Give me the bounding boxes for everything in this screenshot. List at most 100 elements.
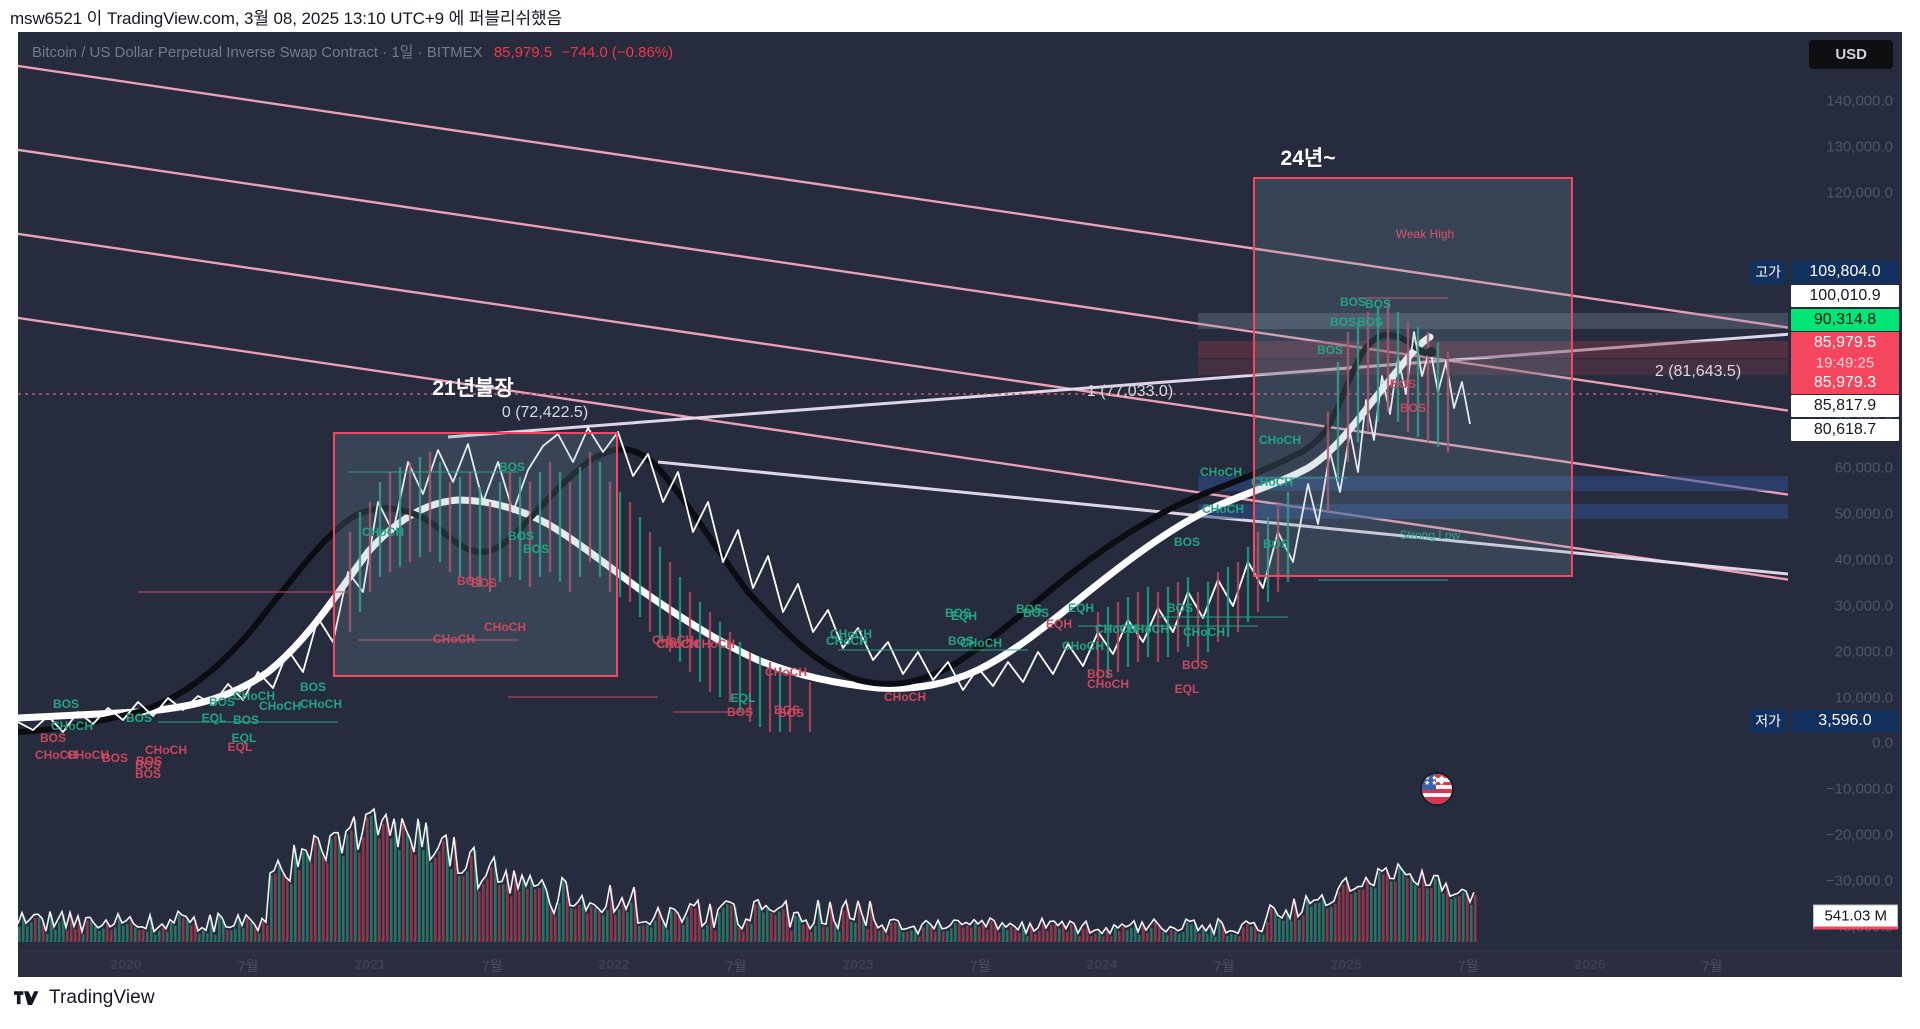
- volume-bar: [930, 927, 933, 942]
- volume-bar: [682, 925, 685, 942]
- volume-bar: [106, 923, 109, 942]
- volume-bar: [986, 930, 989, 942]
- volume-bar: [1322, 898, 1325, 942]
- volume-bar: [414, 855, 417, 942]
- price-tick: 10,000.0: [1835, 689, 1893, 706]
- volume-bar: [286, 880, 289, 942]
- volume-bar: [462, 876, 465, 942]
- volume-bar: [154, 935, 157, 942]
- volume-bar: [1438, 879, 1441, 942]
- volume-bar: [382, 824, 385, 942]
- volume-bar: [1046, 931, 1049, 942]
- volume-bar: [1154, 922, 1157, 942]
- volume-bar: [1214, 937, 1217, 942]
- volume-bar: [1426, 888, 1429, 942]
- volume-bar: [406, 833, 409, 942]
- volume-bar: [134, 927, 137, 942]
- smc-structure-label: CHoCH: [1202, 502, 1244, 516]
- volume-bar: [1330, 907, 1333, 942]
- volume-bar: [338, 836, 341, 942]
- volume-bar: [202, 931, 205, 942]
- volume-bar: [814, 926, 817, 942]
- price-tick: 0.0: [1872, 735, 1893, 752]
- currency-chip[interactable]: USD: [1809, 40, 1893, 69]
- smc-structure-label: CHoCH: [484, 620, 526, 634]
- volume-bar: [1342, 885, 1345, 942]
- volume-bar: [58, 922, 61, 942]
- volume-bar: [642, 925, 645, 942]
- smc-structure-label: EQH: [1068, 601, 1094, 615]
- smc-structure-label: CHoCH: [1183, 625, 1225, 639]
- price-value-box: 85,817.9: [1791, 395, 1899, 417]
- volume-bar: [1138, 935, 1141, 942]
- volume-bar: [242, 928, 245, 942]
- smc-structure-label: CHoCH: [652, 633, 694, 647]
- volume-bar: [234, 929, 237, 942]
- volume-bar: [334, 836, 337, 942]
- volume-bar: [1234, 934, 1237, 942]
- volume-bar: [1422, 874, 1425, 942]
- symbol-label[interactable]: Bitcoin / US Dollar Perpetual Inverse Sw…: [32, 44, 483, 61]
- time-tick: 7월: [238, 956, 259, 976]
- volume-bar: [766, 909, 769, 942]
- volume-bar: [722, 908, 725, 942]
- volume-bar: [1262, 935, 1265, 942]
- volume-bar: [66, 930, 69, 942]
- volume-bar: [102, 928, 105, 942]
- volume-bar: [98, 931, 101, 942]
- time-tick: 7월: [482, 956, 503, 976]
- price-pane[interactable]: 21년불장 24년~ 0 (72,422.5) 1 (77,033.0) 2 (…: [18, 32, 1788, 757]
- volume-bar: [1350, 894, 1353, 942]
- volume-bar: [518, 891, 521, 942]
- volume-bar: [726, 904, 729, 942]
- volume-bar: [594, 907, 597, 942]
- smc-structure-label: CHoCH: [693, 637, 735, 651]
- volume-bar: [550, 907, 553, 942]
- chart-container[interactable]: Bitcoin / US Dollar Perpetual Inverse Sw…: [18, 32, 1902, 977]
- volume-pane[interactable]: ★★★ ★★★: [18, 757, 1788, 950]
- volume-bar: [266, 925, 269, 942]
- volume-bar: [358, 853, 361, 942]
- smc-structure-label: BOS: [1182, 658, 1208, 672]
- volume-bar: [822, 926, 825, 942]
- volume-bar: [1126, 930, 1129, 942]
- volume-bar: [886, 935, 889, 942]
- volume-bar: [530, 878, 533, 942]
- volume-bar: [1122, 927, 1125, 942]
- volume-bar: [890, 923, 893, 942]
- volume-bar: [586, 913, 589, 942]
- price-tick: 130,000.0: [1826, 138, 1893, 155]
- volume-bar: [750, 924, 753, 942]
- volume-bar: [534, 889, 537, 942]
- volume-bar: [1170, 930, 1173, 942]
- publish-text: msw6521 이 TradingView.com, 3월 08, 2025 1…: [10, 4, 562, 29]
- smc-structure-label: CHoCH: [826, 634, 868, 648]
- volume-bar: [1034, 934, 1037, 942]
- volume-bar: [82, 935, 85, 942]
- volume-bar: [958, 923, 961, 942]
- volume-bar: [1374, 889, 1377, 942]
- volume-bar: [942, 932, 945, 942]
- volume-bar: [782, 909, 785, 942]
- volume-chart-svg: [18, 757, 1788, 950]
- volume-bar: [1378, 872, 1381, 942]
- volume-bar: [686, 917, 689, 942]
- volume-bar: [666, 930, 669, 942]
- volume-bar: [770, 913, 773, 942]
- smc-structure-label: CHoCH: [1200, 465, 1242, 479]
- volume-bar: [598, 911, 601, 942]
- volume-bar: [1094, 933, 1097, 942]
- volume-bar: [1394, 882, 1397, 942]
- volume-bar: [570, 908, 573, 942]
- volume-bar: [758, 903, 761, 942]
- time-axis[interactable]: 2020 7월 2021 7월 2022 7월 2023 7월 2024 7월 2025 7월 2026…: [18, 950, 1902, 977]
- us-flag-icon[interactable]: ★★★ ★★★: [1420, 772, 1454, 806]
- volume-bar: [1474, 895, 1477, 942]
- volume-bar: [990, 921, 993, 942]
- smc-structure-label: BOS: [126, 711, 152, 725]
- volume-bar: [326, 863, 329, 942]
- volume-bar: [246, 918, 249, 942]
- volume-bar: [366, 817, 369, 942]
- price-axis[interactable]: 150,000.0140,000.0130,000.0120,000.070,0…: [1788, 32, 1902, 950]
- chart-legend[interactable]: Bitcoin / US Dollar Perpetual Inverse Sw…: [32, 41, 673, 62]
